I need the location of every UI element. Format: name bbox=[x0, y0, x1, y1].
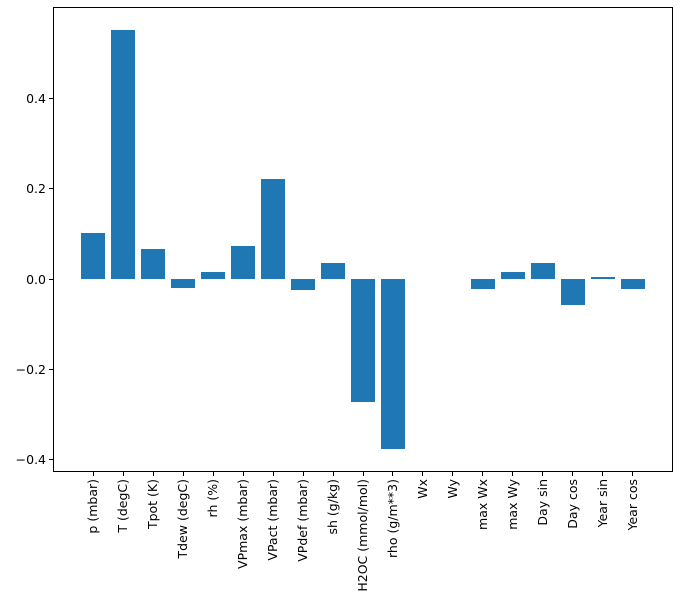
x-axis-tick bbox=[122, 472, 124, 476]
bar-day-sin bbox=[530, 262, 555, 280]
x-axis-tick bbox=[302, 472, 304, 476]
x-axis-category-label: rh (%) bbox=[205, 479, 221, 518]
x-axis-category-label: Tdew (degC) bbox=[175, 479, 191, 559]
bar-vpdef-mbar- bbox=[291, 279, 316, 291]
y-axis-tick-label: 0.2 bbox=[26, 181, 46, 197]
x-axis-category-label: max Wx bbox=[474, 479, 490, 530]
x-axis-category-label: Day sin bbox=[534, 479, 550, 526]
bar-rh- bbox=[201, 272, 226, 280]
x-axis-category-label: rho (g/m**3) bbox=[384, 479, 400, 558]
x-axis-tick bbox=[572, 472, 574, 476]
x-axis-category-label: VPdef (mbar) bbox=[295, 479, 311, 562]
x-axis-tick bbox=[632, 472, 634, 476]
x-axis-tick bbox=[272, 472, 274, 476]
y-axis-tick-label: −0.4 bbox=[15, 452, 46, 468]
bar-day-cos bbox=[560, 279, 585, 306]
bar-sh-g-kg- bbox=[321, 262, 346, 280]
x-axis-category-label: VPmax (mbar) bbox=[235, 479, 251, 569]
x-axis-category-label: VPact (mbar) bbox=[265, 479, 281, 561]
x-axis-tick bbox=[452, 472, 454, 476]
x-axis-tick bbox=[182, 472, 184, 476]
bar-vpact-mbar- bbox=[261, 178, 286, 280]
bar-tpot-k- bbox=[141, 248, 166, 280]
y-axis-tick-label: −0.2 bbox=[15, 362, 46, 378]
bar-t-degc- bbox=[111, 30, 136, 280]
bar-year-sin bbox=[590, 276, 615, 280]
x-axis-category-label: T (degC) bbox=[115, 479, 131, 533]
x-axis-category-label: Wx bbox=[414, 479, 430, 499]
bar-year-cos bbox=[620, 279, 645, 290]
x-axis-category-label: Day cos bbox=[564, 479, 580, 529]
x-axis-category-label: Wy bbox=[444, 479, 460, 499]
y-axis-tick bbox=[49, 278, 53, 280]
x-axis-category-label: sh (g/kg) bbox=[325, 479, 341, 535]
bar-vpmax-mbar- bbox=[231, 246, 256, 280]
x-axis-category-label: max Wy bbox=[504, 479, 520, 530]
x-axis-tick bbox=[152, 472, 154, 476]
x-axis-category-label: H2OC (mmol/mol) bbox=[355, 479, 370, 592]
x-axis-tick bbox=[512, 472, 514, 476]
x-axis-tick bbox=[602, 472, 604, 476]
x-axis-tick bbox=[392, 472, 394, 476]
x-axis-category-label: Tpot (K) bbox=[145, 479, 161, 530]
plot-area bbox=[53, 7, 673, 472]
y-axis-tick-label: 0.0 bbox=[26, 271, 46, 287]
y-axis-tick bbox=[49, 188, 53, 190]
x-axis-tick bbox=[542, 472, 544, 476]
x-axis-tick bbox=[212, 472, 214, 476]
y-axis-tick bbox=[49, 459, 53, 461]
bar-tdew-degc- bbox=[171, 279, 196, 288]
x-axis-category-label: Year cos bbox=[624, 479, 640, 531]
bar-max-wx bbox=[470, 279, 495, 289]
x-axis-tick bbox=[242, 472, 244, 476]
y-axis-tick bbox=[49, 369, 53, 371]
bar-p-mbar- bbox=[81, 232, 106, 280]
bar-rho-g-m-3- bbox=[380, 279, 405, 450]
x-axis-category-label: Year sin bbox=[594, 479, 610, 528]
x-axis-tick bbox=[332, 472, 334, 476]
x-axis-tick bbox=[362, 472, 364, 476]
bar-max-wy bbox=[500, 271, 525, 280]
y-axis-tick-label: 0.4 bbox=[26, 91, 46, 107]
x-axis-tick bbox=[92, 472, 94, 476]
bar-h2oc-mmol-mol- bbox=[351, 279, 375, 403]
x-axis-category-label: p (mbar) bbox=[85, 479, 101, 534]
x-axis-tick bbox=[482, 472, 484, 476]
x-axis-tick bbox=[422, 472, 424, 476]
y-axis-tick bbox=[49, 98, 53, 100]
